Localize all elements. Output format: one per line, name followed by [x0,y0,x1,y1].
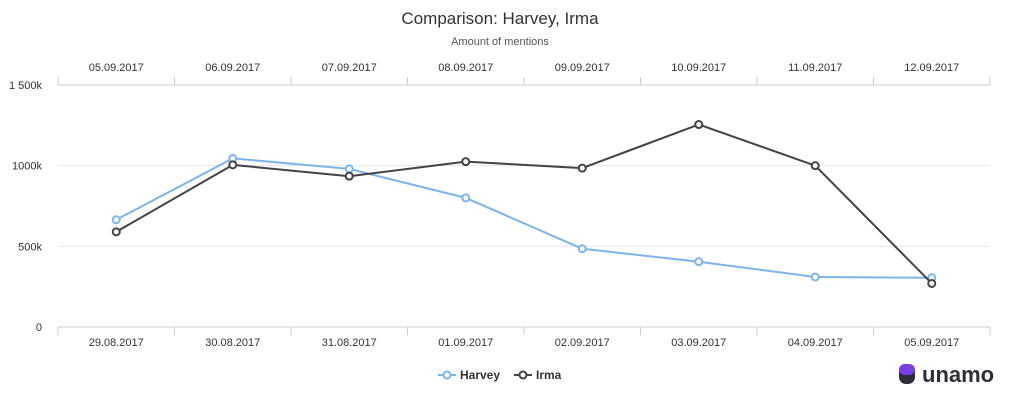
x-tick-label-top: 12.09.2017 [904,62,959,74]
point-irma [810,161,820,171]
point-harvey [694,257,704,267]
point-harvey [461,193,471,203]
point-irma [694,120,704,130]
x-tick-label-bottom: 31.08.2017 [322,337,377,349]
point-harvey [810,272,820,282]
y-tick-label: 500k [18,241,42,253]
x-tick-label-top: 08.09.2017 [438,62,493,74]
x-tick-label-top: 09.09.2017 [555,62,610,74]
x-tick-label-bottom: 29.08.2017 [89,337,144,349]
point-harvey [577,244,587,254]
series-line-irma [115,123,933,285]
legend: Harvey Irma [438,368,562,382]
x-axis-top-ticks: 05.09.2017 06.09.2017 07.09.2017 08.09.2017… [89,62,960,74]
point-irma [461,157,471,167]
x-tick-label-top: 11.09.2017 [788,62,842,74]
point-harvey [111,215,121,225]
x-axis-bottom-ticks: 29.08.2017 30.08.2017 31.08.2017 01.09.2017… [89,337,960,349]
logo-text: unamo [922,362,994,387]
axes [57,77,991,335]
point-irma [228,160,238,170]
chart-title: Comparison: Harvey, Irma [401,9,599,28]
x-tick-label-bottom: 30.08.2017 [205,337,260,349]
series-line-harvey [115,157,932,279]
point-irma [927,278,937,288]
legend-label-irma: Irma [536,368,562,382]
logo-mark-top [899,364,915,375]
legend-item-harvey[interactable]: Harvey [438,368,500,382]
x-tick-label-bottom: 05.09.2017 [904,337,959,349]
x-tick-label-top: 06.09.2017 [205,62,260,74]
x-tick-label-bottom: 04.09.2017 [788,337,843,349]
y-axis-ticks: 0 500k 1000k 1 500k [9,80,43,334]
point-irma [577,163,587,173]
legend-marker-harvey [442,370,452,380]
unamo-logo: unamo [899,362,994,387]
point-harvey [344,164,354,174]
y-tick-label: 1000k [12,161,42,173]
x-tick-label-bottom: 01.09.2017 [438,337,493,349]
chart-subtitle: Amount of mentions [451,36,549,48]
y-tick-label: 0 [36,322,42,334]
legend-marker-irma [518,370,528,380]
x-tick-label-top: 05.09.2017 [89,62,144,74]
x-tick-label-bottom: 02.09.2017 [555,337,610,349]
legend-label-harvey: Harvey [460,368,500,382]
x-tick-label-top: 10.09.2017 [671,62,726,74]
legend-item-irma[interactable]: Irma [514,368,562,382]
point-irma [111,227,121,237]
x-tick-label-bottom: 03.09.2017 [671,337,726,349]
series [111,120,937,288]
y-tick-label: 1 500k [9,80,43,92]
point-irma [344,171,354,181]
x-tick-label-top: 07.09.2017 [322,62,377,74]
